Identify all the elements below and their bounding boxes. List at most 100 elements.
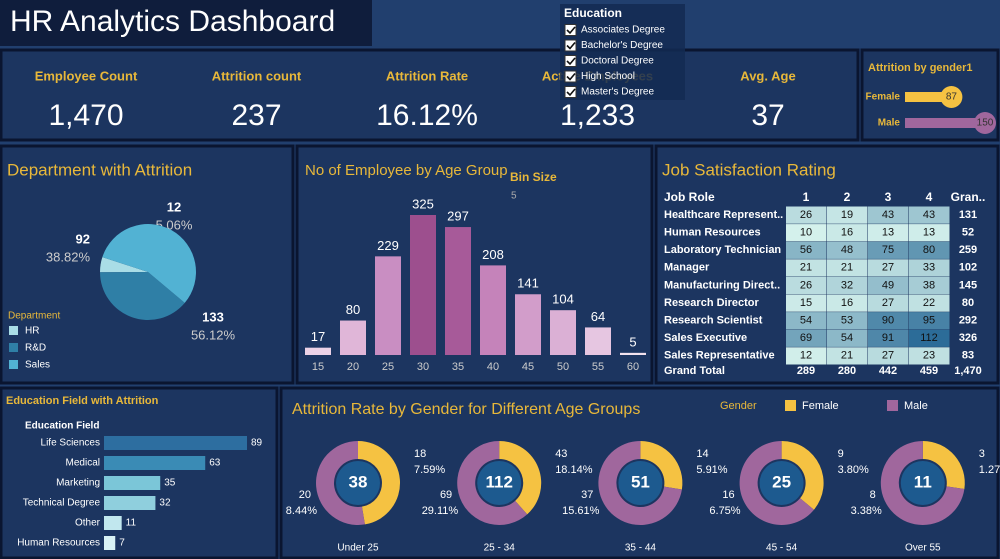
chart-title: Department with Attrition bbox=[7, 160, 192, 179]
cell-label: 80 bbox=[923, 244, 935, 256]
checkbox[interactable] bbox=[564, 24, 577, 36]
row-total: 80 bbox=[962, 297, 974, 309]
bar bbox=[585, 327, 611, 355]
heat-cell bbox=[786, 224, 827, 242]
checkmark bbox=[566, 26, 576, 35]
bar bbox=[104, 436, 247, 450]
cell-label: 27 bbox=[882, 262, 894, 274]
checkbox[interactable] bbox=[564, 86, 577, 98]
heat-cell bbox=[827, 276, 868, 295]
donut-slice bbox=[739, 441, 814, 525]
cell-label: 69 bbox=[800, 332, 812, 344]
checkbox[interactable] bbox=[564, 70, 577, 83]
value-label: 92 bbox=[76, 231, 90, 246]
filter-option[interactable]: High School bbox=[581, 71, 635, 82]
bar bbox=[305, 347, 331, 355]
percent-label: 38.82% bbox=[46, 249, 91, 264]
cell-label: 10 bbox=[800, 227, 812, 239]
bar bbox=[340, 320, 366, 355]
grand-total: 1,470 bbox=[954, 365, 982, 377]
heat-cell bbox=[909, 276, 950, 295]
heat-cell bbox=[868, 224, 909, 242]
filter-option[interactable]: Doctoral Degree bbox=[581, 56, 654, 67]
value-label: 64 bbox=[591, 309, 605, 324]
row-label: Manufacturing Direct.. bbox=[664, 279, 780, 291]
heat-cell bbox=[827, 241, 868, 259]
cell-label: 27 bbox=[882, 350, 894, 362]
cell-label: 27 bbox=[882, 297, 894, 309]
filter-option[interactable]: Master's Degree bbox=[581, 87, 654, 98]
percent-label: 3.38% bbox=[851, 505, 882, 517]
checkbox[interactable] bbox=[564, 39, 577, 52]
row-label: Manager bbox=[664, 262, 710, 274]
heat-cell bbox=[827, 329, 868, 347]
pie-slice bbox=[102, 224, 197, 303]
heat-cell bbox=[868, 329, 909, 347]
filter-box bbox=[560, 4, 685, 100]
percent-label: 7.59% bbox=[414, 464, 445, 476]
bar-cap bbox=[940, 86, 963, 108]
chart-title: Job Satisfaction Rating bbox=[662, 160, 836, 179]
cell-label: 54 bbox=[841, 332, 853, 344]
column-header: 2 bbox=[844, 190, 851, 204]
column-header: 3 bbox=[885, 190, 892, 204]
title-box bbox=[0, 0, 372, 46]
percent-label: 1.27% bbox=[979, 464, 1000, 476]
kpi-value: 1,470 bbox=[48, 99, 123, 132]
axis-label: Education Field bbox=[25, 421, 99, 432]
row-label: Laboratory Technician bbox=[664, 244, 781, 256]
bar bbox=[410, 215, 436, 355]
column-total: 289 bbox=[797, 365, 815, 377]
category-label: Technical Degree bbox=[23, 498, 101, 509]
legend-title: Department bbox=[8, 311, 60, 322]
bar bbox=[104, 456, 206, 470]
bar bbox=[905, 118, 985, 128]
legend-swatch bbox=[9, 343, 18, 352]
column-total: 442 bbox=[879, 365, 897, 377]
cell-label: 21 bbox=[841, 262, 853, 274]
bar bbox=[104, 476, 161, 490]
filter-option[interactable]: Associates Degree bbox=[581, 25, 665, 36]
legend-label: R&D bbox=[25, 343, 46, 354]
bin-size-label: Bin Size bbox=[510, 170, 557, 184]
heat-cell bbox=[786, 312, 827, 330]
value-label: 229 bbox=[377, 238, 399, 253]
value-label: 87 bbox=[946, 92, 958, 103]
row-total: 102 bbox=[959, 262, 977, 274]
category-label: Over 55 bbox=[905, 543, 941, 554]
kpi-label: Avg. Age bbox=[740, 68, 795, 83]
pie-slice bbox=[99, 257, 148, 273]
chart-title: No of Employee by Age Group bbox=[305, 162, 508, 179]
chart-title: Attrition Rate by Gender for Different A… bbox=[292, 401, 640, 418]
bin-size: 5 bbox=[511, 191, 517, 202]
donut-slice bbox=[316, 441, 365, 525]
row-total: 52 bbox=[962, 227, 974, 239]
cell-label: 75 bbox=[882, 244, 894, 256]
value-label: 63 bbox=[209, 458, 221, 469]
row-label: Healthcare Represent.. bbox=[664, 209, 783, 221]
donut-center bbox=[618, 461, 663, 505]
education-panel bbox=[0, 386, 279, 559]
percent-label: 6.75% bbox=[709, 505, 740, 517]
heat-cell bbox=[827, 312, 868, 330]
value-label: 16 bbox=[722, 489, 734, 501]
legend-swatch bbox=[9, 326, 18, 335]
cell-label: 90 bbox=[882, 315, 894, 327]
filter-option[interactable]: Bachelor's Degree bbox=[581, 40, 663, 51]
value-label: 69 bbox=[440, 489, 452, 501]
heat-cell bbox=[827, 259, 868, 277]
x-tick-label: 60 bbox=[627, 361, 639, 373]
row-label: Grand Total bbox=[664, 365, 725, 377]
heat-cell bbox=[909, 241, 950, 259]
heat-cell bbox=[786, 294, 827, 312]
checkbox[interactable] bbox=[564, 55, 577, 67]
value-label: 133 bbox=[202, 309, 224, 324]
heat-cell bbox=[868, 206, 909, 224]
cell-label: 91 bbox=[882, 332, 894, 344]
percent-label: 18.14% bbox=[555, 464, 593, 476]
value-label: 9 bbox=[838, 448, 844, 460]
bar bbox=[104, 496, 156, 510]
row-total: 326 bbox=[959, 332, 977, 344]
row-total: 259 bbox=[959, 244, 977, 256]
